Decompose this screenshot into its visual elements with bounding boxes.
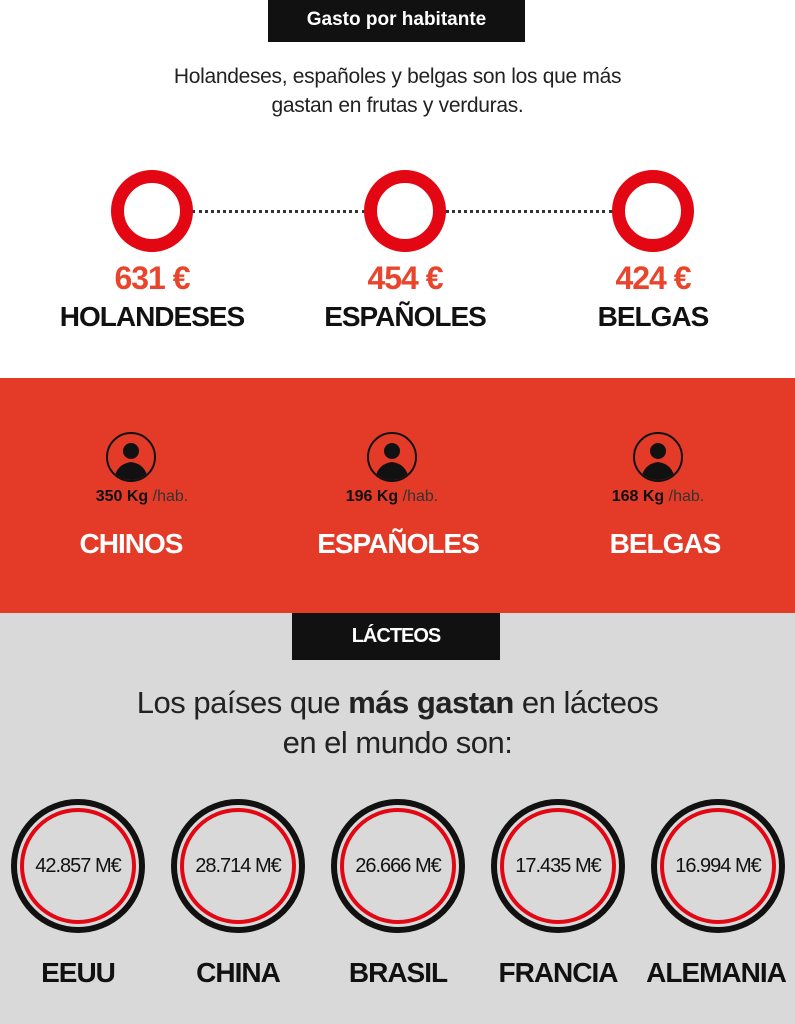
dairy-country: CHINA (196, 957, 281, 988)
dotted-connector (445, 210, 613, 213)
value-circle: 42.857 M€ (11, 799, 145, 933)
subtitle-line: gastan en frutas y verduras. (271, 94, 524, 117)
spending-country: ESPAÑOLES (324, 301, 487, 332)
consumption-country: ESPAÑOLES (317, 528, 480, 559)
consumption-amount: 168 Kg /hab. (611, 488, 705, 505)
value-circle: 26.666 M€ (331, 799, 465, 933)
ring-icon (364, 170, 446, 252)
consumption-country: CHINOS (79, 528, 184, 559)
spending-value: 454 € (367, 260, 443, 296)
dotted-connector (192, 210, 365, 213)
consumption-country: BELGAS (609, 528, 722, 559)
dairy-label: LÁCTEOS (292, 613, 500, 660)
person-icon (367, 432, 417, 482)
dairy-country: BRASIL (348, 957, 448, 988)
spending-value: 424 € (615, 260, 691, 296)
dairy-heading: Los países que más gastan en lácteos en … (136, 685, 659, 760)
spending-value: 631 € (114, 260, 190, 296)
consumption-amount: 350 Kg /hab. (95, 488, 189, 505)
consumption-band (0, 378, 795, 613)
spending-country: HOLANDESES (59, 301, 245, 332)
value-circle: 17.435 M€ (491, 799, 625, 933)
subtitle: Holandeses, españoles y belgas son los q… (0, 62, 795, 120)
person-icon (106, 432, 156, 482)
value-circle: 28.714 M€ (171, 799, 305, 933)
dairy-country: ALEMANIA (646, 957, 787, 988)
consumption-amount: 196 Kg /hab. (345, 488, 439, 505)
ring-icon (612, 170, 694, 252)
subtitle-line: Holandeses, españoles y belgas son los q… (173, 65, 622, 88)
dairy-country: FRANCIA (498, 957, 619, 988)
ring-icon (111, 170, 193, 252)
person-icon (633, 432, 683, 482)
dairy-country: EEUU (41, 957, 116, 988)
spending-country: BELGAS (597, 301, 710, 332)
value-circle: 16.994 M€ (651, 799, 785, 933)
section-title: Gasto por habitante (268, 0, 525, 42)
